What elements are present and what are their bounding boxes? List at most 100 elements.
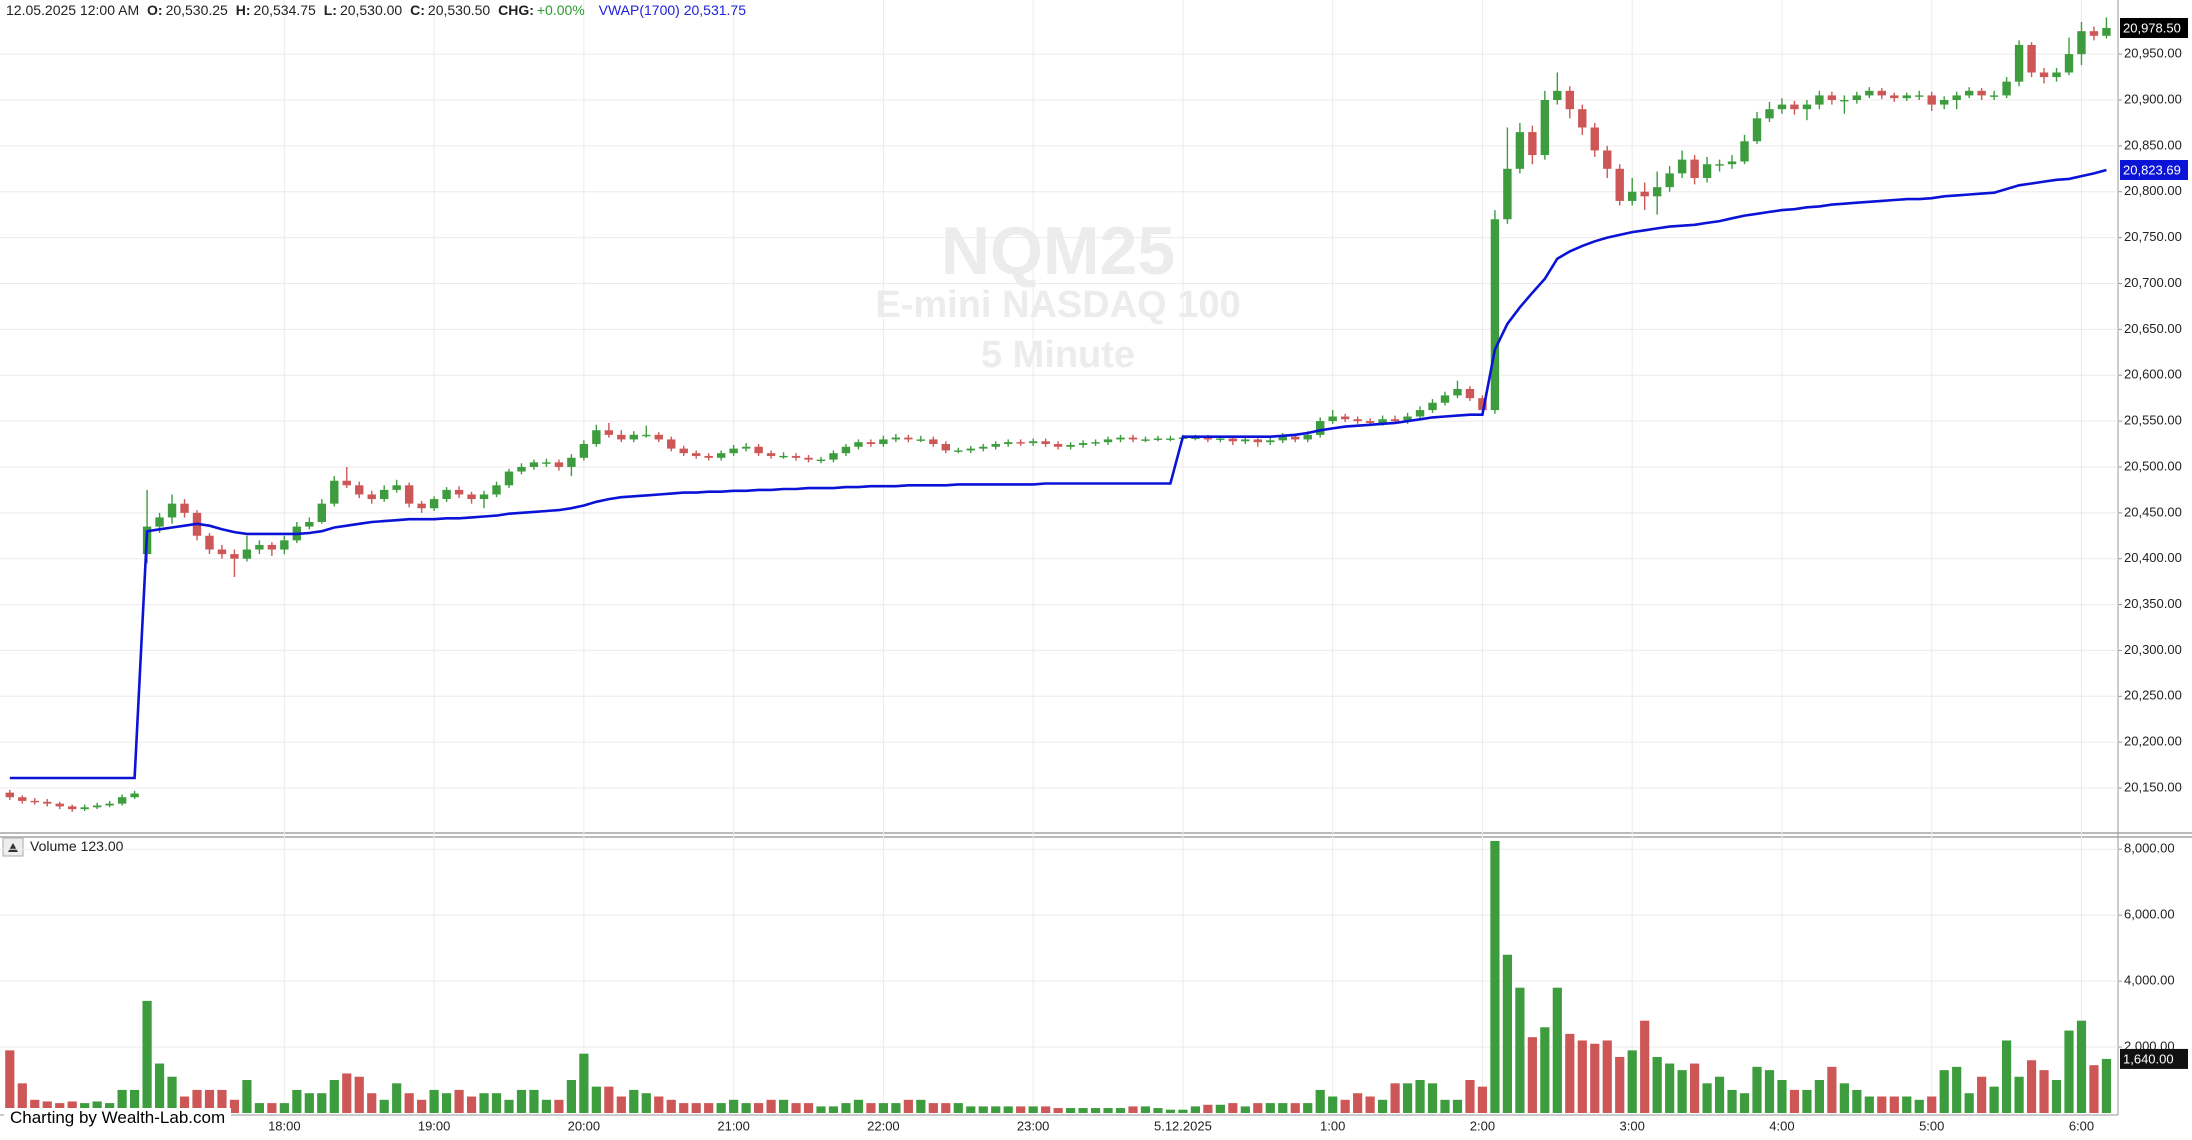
- button-arrow[interactable]: [8, 843, 18, 852]
- candle-body: [1677, 159, 1687, 174]
- candle-body: [367, 494, 376, 500]
- candle-body: [579, 444, 589, 458]
- volume-bar: [17, 1083, 27, 1113]
- candle-body: [1253, 439, 1262, 443]
- candle-body: [205, 535, 214, 550]
- volume-bar: [1739, 1093, 1750, 1113]
- volume-bar: [1714, 1076, 1725, 1113]
- volume-bar: [2014, 1076, 2024, 1113]
- x-tick-label: 19:00: [418, 1118, 451, 1133]
- volume-bar: [916, 1099, 926, 1113]
- volume-bar: [778, 1099, 789, 1113]
- volume-bar: [1278, 1103, 1288, 1113]
- volume-bar: [267, 1103, 277, 1113]
- y-tick-label: 20,150.00: [2124, 779, 2182, 794]
- volume-bar: [516, 1089, 527, 1113]
- candle-body: [1852, 95, 1862, 100]
- candle-body: [2052, 72, 2061, 78]
- candle-body: [117, 797, 127, 804]
- volume-bar: [754, 1103, 764, 1113]
- candle-body: [1078, 443, 1088, 445]
- volume-bar: [2002, 1040, 2012, 1113]
- field-label: H:: [235, 2, 251, 18]
- candle-body: [43, 801, 52, 804]
- volume-bar: [1652, 1056, 1662, 1113]
- volume-bar: [1128, 1106, 1138, 1113]
- vwap-value-box: [2120, 160, 2188, 181]
- volume-bar: [229, 1099, 240, 1113]
- candle-body: [479, 494, 489, 500]
- volume-bar: [442, 1093, 452, 1113]
- volume-tick-label: 8,000.00: [2124, 841, 2175, 856]
- y-tick-label: 20,900.00: [2124, 91, 2182, 106]
- volume-bar: [1365, 1096, 1375, 1113]
- candle-body: [504, 471, 514, 486]
- candle-body: [1827, 95, 1837, 100]
- candle-body: [1989, 95, 1999, 97]
- volume-bar: [541, 1099, 552, 1113]
- y-tick-label: 20,700.00: [2124, 275, 2182, 290]
- candle-body: [1166, 438, 1175, 440]
- candle-body: [629, 434, 638, 440]
- volume-bar: [766, 1099, 776, 1113]
- candle-body: [1802, 104, 1812, 110]
- volume-bar: [1752, 1066, 1762, 1113]
- y-tick-label: 20,850.00: [2124, 137, 2182, 152]
- candle-body: [754, 446, 763, 454]
- volume-bar: [1390, 1083, 1400, 1113]
- candle-body: [1203, 437, 1213, 440]
- volume-title: Volume 123.00: [30, 838, 124, 854]
- volume-bar: [791, 1103, 801, 1113]
- date: 12.05.2025 12:00 AM: [6, 2, 140, 18]
- volume-bar: [991, 1106, 1001, 1113]
- candle-body: [1902, 95, 1911, 99]
- volume-bar: [1203, 1104, 1213, 1113]
- y-tick-label: 20,400.00: [2124, 550, 2182, 565]
- volume-bar: [529, 1089, 539, 1113]
- volume-bar: [1615, 1056, 1625, 1113]
- volume-bar: [1328, 1096, 1338, 1113]
- volume-bar: [1253, 1103, 1263, 1113]
- candle-body: [1640, 191, 1649, 197]
- candle-body: [1702, 164, 1712, 178]
- volume-bar: [1153, 1108, 1163, 1113]
- candle-body: [5, 792, 14, 798]
- volume-collapse-button[interactable]: [2, 837, 24, 857]
- field-label: L:: [323, 2, 337, 18]
- candle-body: [2077, 31, 2086, 55]
- volume-bar: [666, 1099, 676, 1113]
- candle-body: [916, 439, 926, 441]
- y-tick-label: 20,300.00: [2124, 642, 2182, 657]
- candle-body: [1478, 398, 1487, 411]
- candle-body: [679, 448, 688, 454]
- candle-body: [1565, 90, 1574, 110]
- volume-bar: [1602, 1040, 1612, 1113]
- candle-body: [68, 806, 77, 810]
- volume-bar: [878, 1103, 888, 1113]
- volume-bar: [1353, 1093, 1363, 1113]
- volume-bar: [342, 1073, 352, 1113]
- candle-body: [1228, 438, 1238, 442]
- volume-bar: [466, 1096, 477, 1113]
- candle-body: [1752, 118, 1762, 142]
- candle-body: [729, 448, 738, 454]
- candle-body: [1041, 441, 1050, 445]
- candle-body: [2102, 27, 2111, 36]
- candle-body: [55, 803, 64, 807]
- candle-body: [105, 803, 114, 806]
- volume-bar: [254, 1103, 264, 1113]
- volume-bar: [1977, 1076, 1987, 1113]
- candle-body: [804, 457, 813, 460]
- last-volume-box: [2120, 1048, 2188, 1069]
- candle-body: [267, 544, 277, 550]
- volume-bar: [1515, 987, 1525, 1113]
- candle-body: [1690, 159, 1699, 178]
- candle-body: [2039, 72, 2049, 78]
- field-label: C:: [410, 2, 425, 18]
- vwap-line: [9, 168, 2107, 780]
- candle-body: [1028, 441, 1038, 444]
- last-volume-label: 1,640.00: [2123, 1051, 2174, 1066]
- candle-body: [404, 485, 414, 504]
- x-tick-label: 20:00: [568, 1118, 601, 1133]
